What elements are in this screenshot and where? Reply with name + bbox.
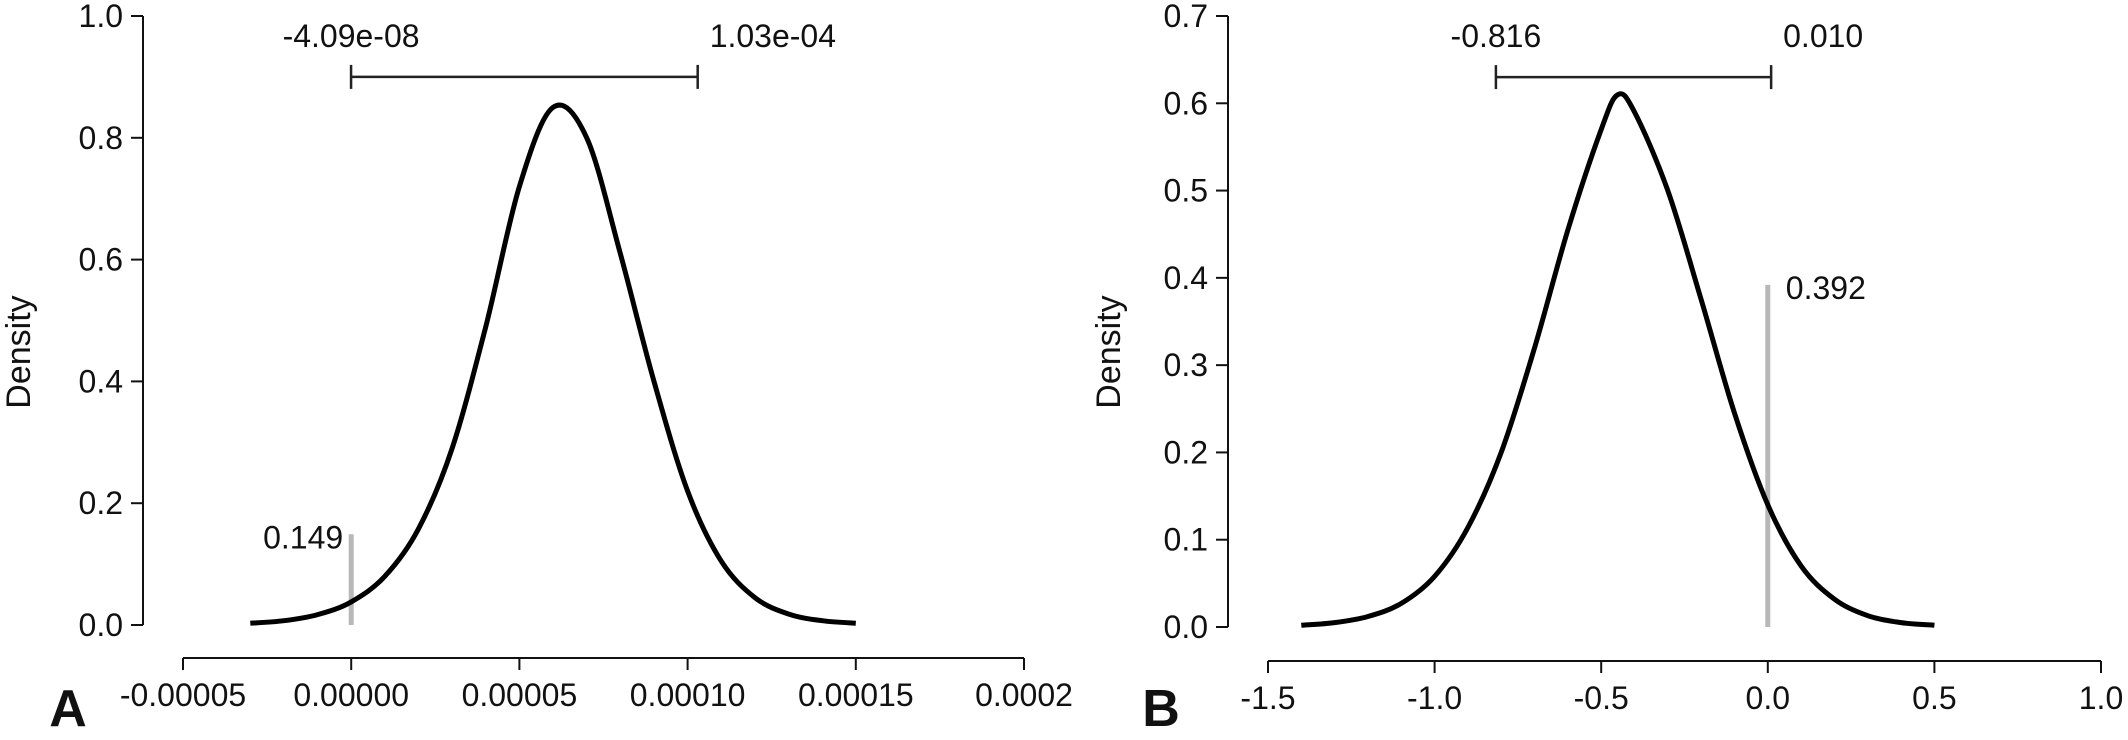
x-tick-label: 0.5 <box>1912 680 1956 716</box>
interval-upper-label: 0.010 <box>1783 18 1863 54</box>
y-axis-title: Density <box>0 295 38 408</box>
y-tick-label: 1.0 <box>79 0 123 34</box>
y-tick-label: 0.4 <box>79 363 123 399</box>
point-value-label: 0.149 <box>263 519 343 555</box>
panel-letter: A <box>49 680 87 738</box>
y-tick-label: 0.3 <box>1164 347 1208 383</box>
y-tick-label: 0.0 <box>1164 609 1208 645</box>
density-curve <box>1301 91 1935 628</box>
point-value-label: 0.392 <box>1786 270 1866 306</box>
y-axis-title: Density <box>1090 295 1128 408</box>
x-tick-label: -0.5 <box>1574 680 1629 716</box>
panel-b: 0.0 0.1 0.2 0.3 0.4 0.5 0.6 0.7 -1.5 -1.0 -0.5 0.0 0… <box>1090 0 2123 738</box>
x-tick-label: -1.5 <box>1240 680 1295 716</box>
interval-lower-label: -4.09e-08 <box>283 18 420 54</box>
x-tick-label: 0.0002 <box>975 677 1073 713</box>
density-curve <box>250 102 856 626</box>
y-tick-label: 0.6 <box>79 242 123 278</box>
y-tick-label: 0.1 <box>1164 522 1208 558</box>
x-tick-label: 0.00010 <box>630 677 746 713</box>
x-tick-label: 0.0 <box>1746 680 1790 716</box>
y-tick-label: 0.4 <box>1164 260 1208 296</box>
y-tick-label: 0.6 <box>1164 85 1208 121</box>
interval-upper-label: 1.03e-04 <box>710 18 836 54</box>
y-tick-label: 0.0 <box>79 607 123 643</box>
panel-letter: B <box>1142 680 1180 738</box>
x-tick-label: -0.00005 <box>120 677 246 713</box>
y-tick-label: 0.7 <box>1164 0 1208 34</box>
y-tick-label: 0.8 <box>79 120 123 156</box>
x-tick-label: 0.00005 <box>462 677 578 713</box>
y-tick-label: 0.2 <box>79 485 123 521</box>
panel-a: 0.0 0.2 0.4 0.6 0.8 1.0 -0.00005 0.00000 0.00005… <box>0 0 1073 738</box>
y-tick-label: 0.5 <box>1164 173 1208 209</box>
x-tick-label: -1.0 <box>1407 680 1462 716</box>
x-tick-label: 1.0 <box>2079 680 2123 716</box>
x-tick-label: 0.00015 <box>798 677 914 713</box>
interval-lower-label: -0.816 <box>1451 18 1542 54</box>
y-tick-label: 0.2 <box>1164 434 1208 470</box>
x-tick-label: 0.00000 <box>293 677 409 713</box>
